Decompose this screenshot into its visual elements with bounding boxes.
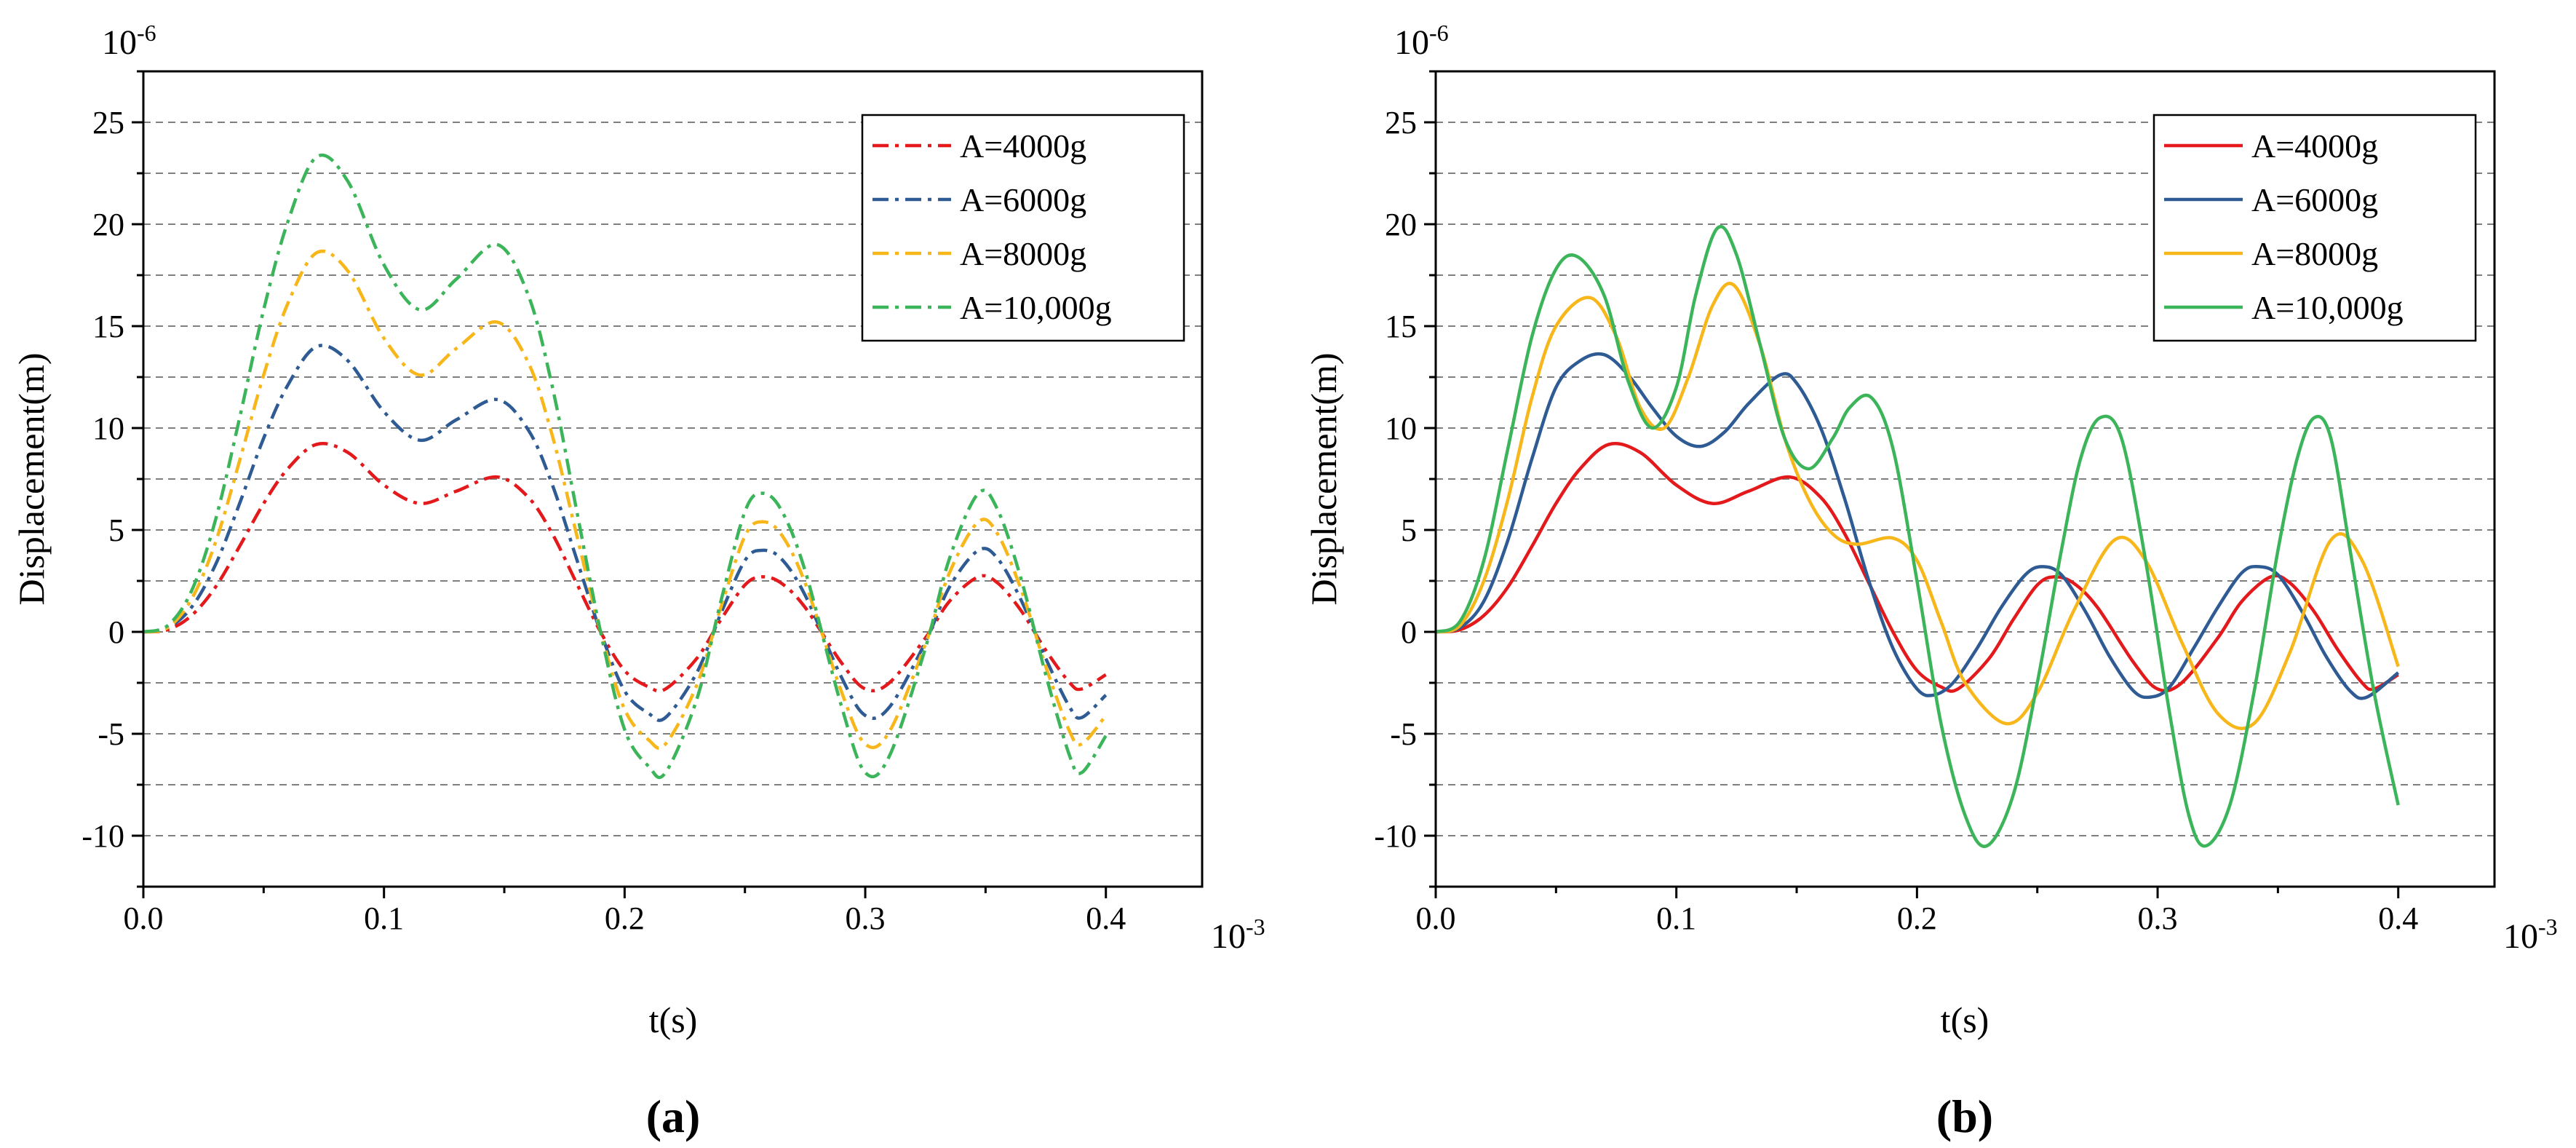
panel-a-tick-labels: -10 -5 0 5 10 15 20 25 0.0 0.1 0.2 0.3 0.4 <box>82 105 1126 936</box>
panel-b-x-axis-label: t(s) <box>1941 999 1989 1040</box>
panel-b-series-line <box>1435 282 2400 730</box>
panel-a-x-multiplier: 10-3 <box>1211 914 1265 956</box>
panel-a-legend: A=4000g A=6000g A=8000g A=10,000g <box>861 114 1185 342</box>
panel-b-legend: A=4000g A=6000g A=8000g A=10,000g <box>2152 114 2477 342</box>
panel-b-series <box>1435 225 2400 848</box>
panel-a-series-line <box>143 442 1107 693</box>
panel-a-ticks <box>132 70 1108 898</box>
panel-a-x-tick-label: 0.0 <box>124 900 164 936</box>
panel-a-panel-label: (a) <box>646 1090 701 1142</box>
panel-a-series-line <box>143 249 1108 751</box>
panel-a-y-tick-label: 10 <box>92 411 124 446</box>
panel-a-legend-label: A=8000g <box>960 235 1086 272</box>
panel-b-y-tick-label: 15 <box>1385 309 1417 344</box>
panel-b-x-tick-label: 0.4 <box>2378 900 2418 936</box>
panel-b-x-tick-label: 0.2 <box>1897 900 1937 936</box>
panel-a-x-tick-label: 0.4 <box>1086 900 1126 936</box>
panel-b-x-multiplier: 10-3 <box>2503 914 2558 956</box>
panel-a-legend-label: A=10,000g <box>960 289 1112 326</box>
panel-a-legend-label: A=6000g <box>960 181 1086 218</box>
panel-b-chart: -10 -5 0 5 10 15 20 25 0.0 0.1 0.2 0.3 0.4 10-6 10-3… <box>1303 20 2558 1142</box>
panel-b-legend-label: A=6000g <box>2251 181 2378 218</box>
panel-b-y-tick-label: 5 <box>1401 512 1417 548</box>
panel-b-y-tick-label: 20 <box>1385 207 1417 242</box>
panel-a-y-tick-label: -5 <box>98 716 124 752</box>
panel-a-series-line <box>143 344 1108 722</box>
panel-a-x-axis-label: t(s) <box>649 999 698 1040</box>
panel-a-legend-label: A=4000g <box>960 127 1086 165</box>
panel-b-x-tick-label: 0.3 <box>2138 900 2178 936</box>
panel-b-y-axis-label: Displacement(m) <box>1303 352 1344 605</box>
panel-a-y-multiplier: 10-6 <box>102 20 156 62</box>
panel-a-x-tick-label: 0.3 <box>846 900 886 936</box>
panel-a-y-tick-label: 25 <box>92 105 124 140</box>
panel-a-x-tick-label: 0.2 <box>605 900 645 936</box>
panel-b-series-line <box>1435 352 2400 700</box>
panel-b-y-tick-label: -5 <box>1390 716 1417 752</box>
panel-a-y-axis-label: Displacement(m) <box>11 352 52 605</box>
panel-a-y-tick-label: 20 <box>92 207 124 242</box>
panel-a-y-tick-label: 15 <box>92 309 124 344</box>
panel-b-ticks <box>1424 70 2400 898</box>
panel-b-tick-labels: -10 -5 0 5 10 15 20 25 0.0 0.1 0.2 0.3 0.4 <box>1374 105 2418 936</box>
panel-b-y-tick-label: -10 <box>1374 818 1417 854</box>
panel-b-y-multiplier: 10-6 <box>1394 20 1449 62</box>
panel-b-panel-label: (b) <box>1936 1090 1993 1142</box>
panel-b-x-tick-label: 0.1 <box>1656 900 1696 936</box>
panel-b-y-tick-label: 25 <box>1385 105 1417 140</box>
panel-a-y-tick-label: 5 <box>108 512 124 548</box>
panel-b-x-tick-label: 0.0 <box>1416 900 1456 936</box>
panel-b-legend-label: A=4000g <box>2251 127 2378 165</box>
panel-a-y-tick-label: -10 <box>82 818 124 854</box>
panel-a-y-tick-label: 0 <box>108 614 124 650</box>
panel-a-x-tick-label: 0.1 <box>364 900 404 936</box>
panel-a-chart: -10 -5 0 5 10 15 20 25 0.0 0.1 0.2 0.3 0.4 10-6 10-3… <box>11 20 1265 1142</box>
panel-a-series-line <box>143 153 1108 780</box>
panel-b-y-tick-label: 10 <box>1385 411 1417 446</box>
panel-b-legend-label: A=10,000g <box>2251 289 2404 326</box>
panel-b-series-line <box>1435 225 2400 848</box>
panel-a-series <box>143 153 1108 780</box>
panel-b-y-tick-label: 0 <box>1401 614 1417 650</box>
panel-b-legend-label: A=8000g <box>2251 235 2378 272</box>
